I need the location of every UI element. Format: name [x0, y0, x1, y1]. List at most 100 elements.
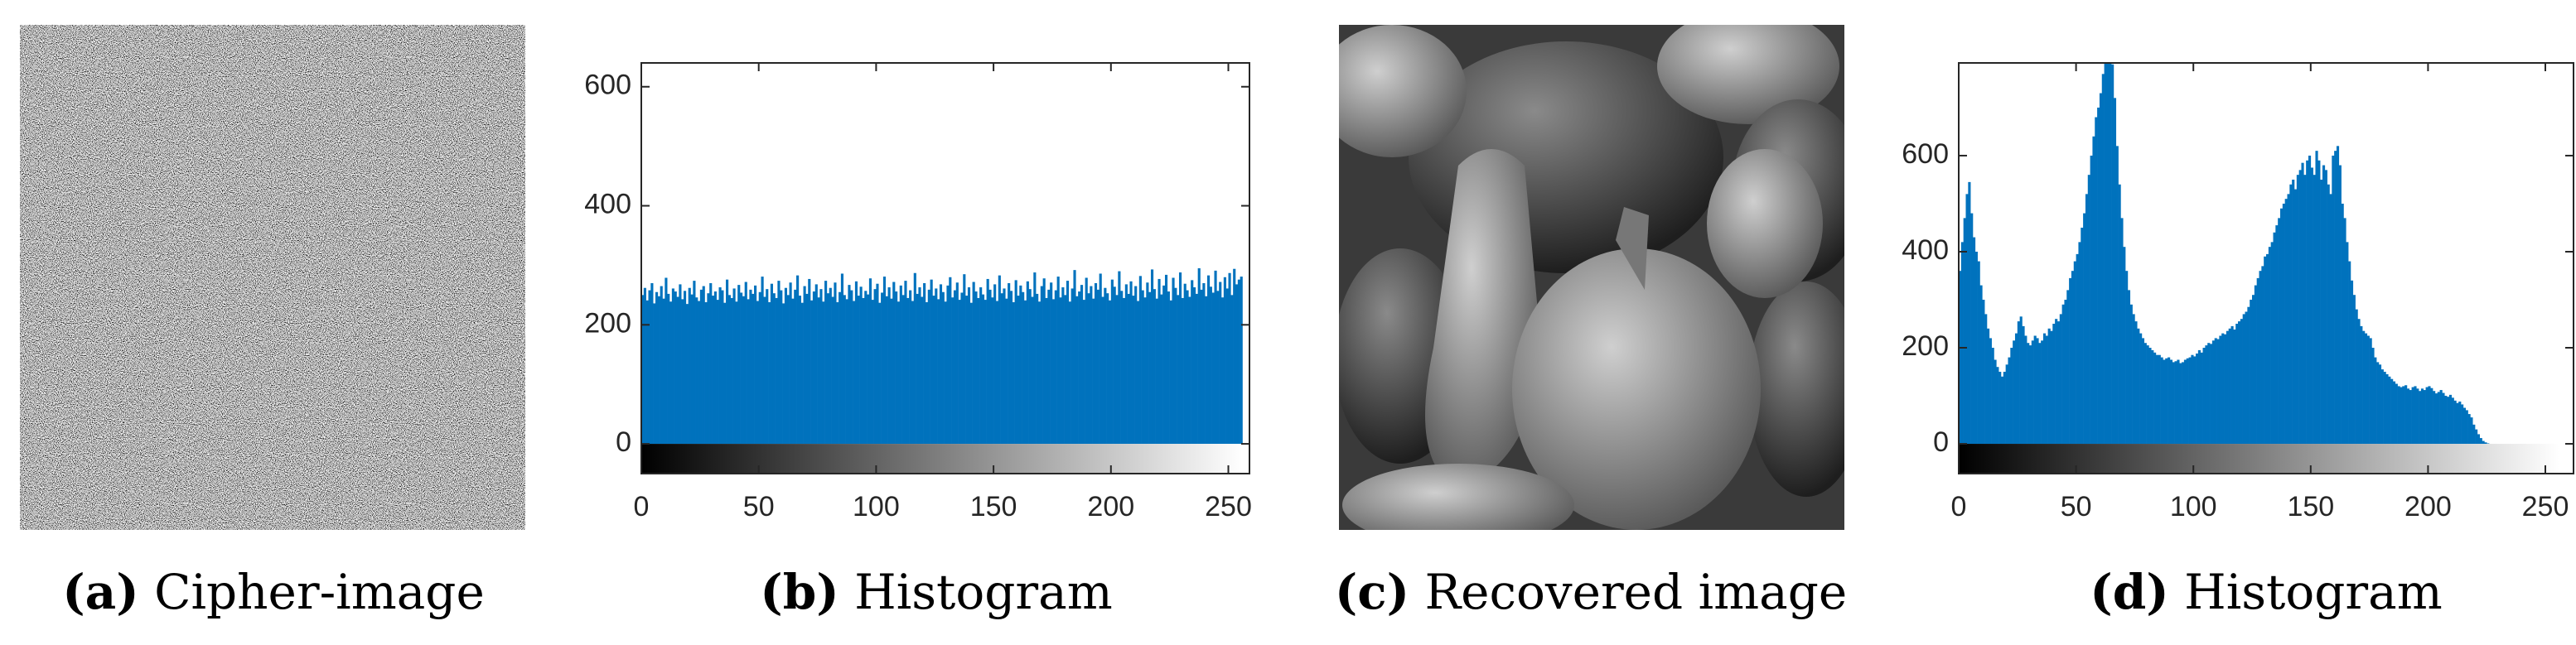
bar: [752, 293, 755, 445]
bar: [2456, 402, 2459, 445]
bar: [2298, 170, 2302, 445]
bar: [1073, 270, 1076, 445]
x-tick-label: 200: [2404, 491, 2452, 522]
bar: [1219, 282, 1222, 445]
bar: [791, 298, 795, 445]
bar: [972, 282, 975, 445]
bar: [2056, 321, 2061, 445]
bar: [2050, 330, 2053, 445]
bar: [789, 282, 792, 445]
bar: [819, 289, 823, 445]
bar: [2278, 218, 2281, 445]
bar: [2336, 146, 2340, 445]
bar: [1127, 293, 1130, 445]
bar: [979, 287, 983, 445]
bar: [831, 296, 834, 445]
bar: [2317, 160, 2321, 445]
bar: [1037, 301, 1042, 445]
bar: [2461, 404, 2464, 445]
bar: [1209, 286, 1212, 445]
bar: [747, 299, 750, 445]
bar: [2224, 334, 2227, 445]
bar: [873, 289, 877, 445]
bar: [2371, 348, 2375, 445]
bar: [890, 298, 893, 445]
bar: [2293, 189, 2298, 445]
bar: [965, 296, 969, 445]
bar: [2292, 179, 2295, 445]
bar: [2059, 314, 2062, 445]
bar: [2196, 353, 2199, 445]
colorbar: [1959, 444, 2560, 474]
bar: [1982, 299, 1985, 445]
bar: [2462, 407, 2467, 445]
bar: [2282, 203, 2285, 445]
bar: [2073, 261, 2076, 445]
bar: [2097, 107, 2100, 445]
bar: [796, 275, 800, 445]
bar: [1979, 285, 1983, 445]
bar: [2352, 295, 2356, 445]
bar: [1989, 338, 1992, 445]
bar: [2010, 348, 2013, 445]
bar: [2395, 383, 2398, 445]
bar: [2008, 357, 2011, 445]
bar: [2120, 218, 2124, 445]
bar: [2233, 329, 2236, 445]
caption: (c) Recovered image: [1335, 564, 1847, 620]
bar: [960, 292, 964, 445]
bar: [2346, 242, 2349, 445]
bar: [2433, 391, 2436, 445]
bar: [2270, 242, 2274, 445]
bar: [726, 279, 729, 445]
bar: [1233, 268, 1236, 445]
bar: [1177, 295, 1180, 445]
bar: [709, 282, 713, 445]
bar: [984, 300, 987, 445]
bar: [1155, 298, 1158, 445]
bar: [1984, 314, 1988, 445]
bar: [2453, 400, 2457, 445]
bar: [1143, 297, 1147, 445]
bar: [808, 278, 811, 445]
bar: [2442, 392, 2445, 445]
bar: [1012, 301, 1015, 445]
bar: [2005, 364, 2008, 445]
bar: [939, 284, 943, 445]
caption-space: [839, 564, 854, 620]
bar: [688, 287, 691, 445]
bar: [712, 296, 715, 445]
bar: [1096, 289, 1100, 445]
bar: [2366, 335, 2370, 445]
bar: [925, 301, 929, 445]
bar: [2390, 378, 2394, 445]
bar: [2230, 325, 2234, 445]
bar: [1220, 297, 1225, 445]
bar: [662, 298, 665, 445]
bar: [732, 288, 736, 445]
bar: [2425, 387, 2429, 445]
bar: [1094, 282, 1098, 445]
bar: [2092, 136, 2095, 445]
bar: [707, 293, 710, 445]
bar: [1991, 348, 1994, 445]
bar: [1200, 289, 1203, 445]
bar: [758, 291, 761, 445]
bar: [1960, 242, 1964, 445]
bar: [2129, 304, 2133, 445]
bar: [878, 302, 882, 445]
bar: [1113, 286, 1116, 445]
bar: [904, 281, 907, 445]
bar: [906, 297, 910, 445]
bar: [782, 303, 785, 445]
bar: [2472, 424, 2476, 445]
bar: [895, 291, 898, 445]
bar: [676, 296, 679, 445]
bar: [693, 281, 696, 445]
bar: [798, 296, 802, 445]
bar: [2200, 352, 2203, 445]
bar: [2076, 253, 2079, 445]
caption-text: Cipher-image: [154, 564, 485, 620]
bar: [913, 272, 916, 445]
bar: [2188, 357, 2192, 445]
